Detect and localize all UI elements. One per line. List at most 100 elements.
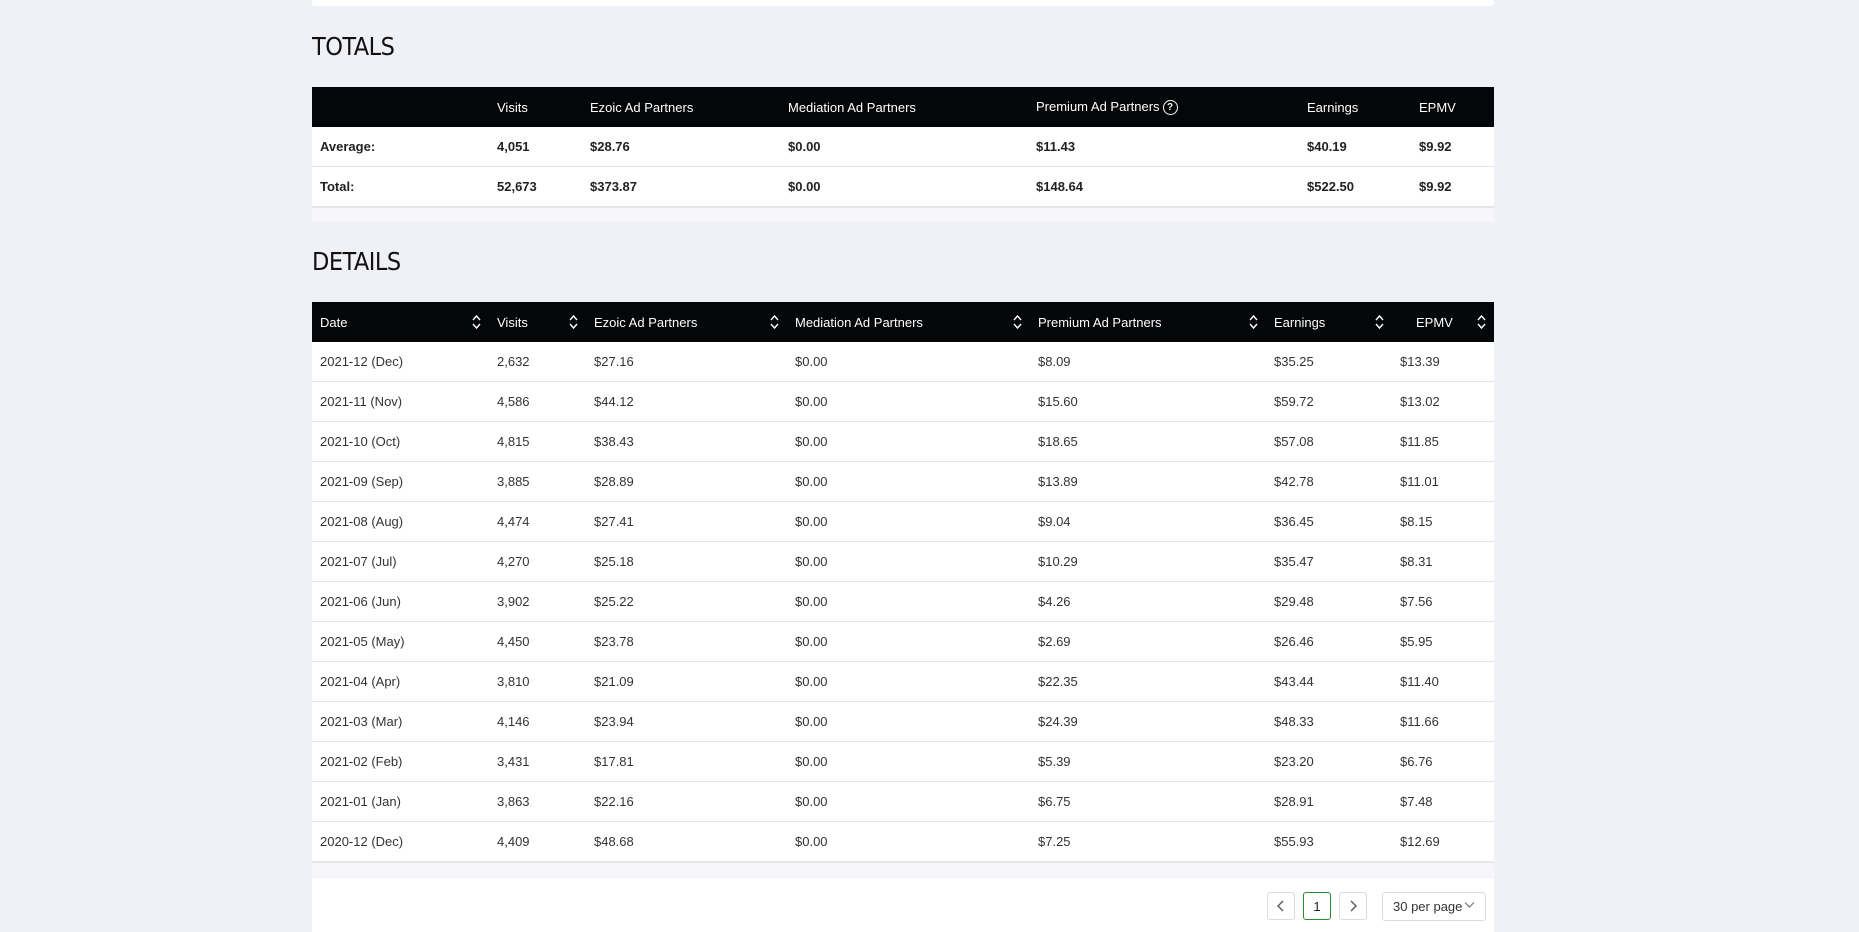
details-col-premium[interactable]: Premium Ad Partners [1030,302,1266,342]
previous-card-edge [312,0,1494,6]
details-cell-date: 2020-12 (Dec) [312,821,489,862]
details-col-date[interactable]: Date [312,302,489,342]
question-circle-icon[interactable]: ? [1162,100,1178,116]
totals-col-visits: Visits [489,87,582,127]
details-cell-premium: $8.09 [1030,342,1266,382]
details-cell-premium: $4.26 [1030,581,1266,622]
details-cell-ezoic: $22.16 [586,781,787,822]
details-col-visits[interactable]: Visits [489,302,586,342]
details-cell-epmv: $7.56 [1392,581,1494,622]
details-cell-premium: $6.75 [1030,781,1266,822]
details-col-label: Date [320,314,348,330]
details-cell-earnings: $43.44 [1266,661,1392,702]
table-row: 2021-03 (Mar) 4,146 $23.94 $0.00 $24.39 $48.3… [312,701,1494,742]
next-page-button[interactable] [1339,892,1367,920]
totals-row: Average: 4,051 $28.76 $0.00 $11.43 $40.19 $9.9… [312,127,1494,167]
details-cell-premium: $22.35 [1030,661,1266,702]
details-cell-ezoic: $44.12 [586,381,787,422]
totals-table: Visits Ezoic Ad Partners Mediation Ad Pa… [312,87,1494,207]
details-col-ezoic[interactable]: Ezoic Ad Partners [586,302,787,342]
details-col-label: Mediation Ad Partners [795,314,923,330]
details-table: Date Visits Ezoic Ad Partners Mediation Ad … [312,302,1494,862]
per-page-select[interactable]: 30 per page [1382,892,1486,921]
details-cell-epmv: $5.95 [1392,621,1494,662]
table-row: 2021-01 (Jan) 3,863 $22.16 $0.00 $6.75 $28.91… [312,781,1494,822]
details-cell-mediation: $0.00 [787,781,1030,822]
details-col-label: Ezoic Ad Partners [594,314,698,330]
details-cell-mediation: $0.00 [787,741,1030,782]
details-cell-ezoic: $48.68 [586,821,787,862]
table-row: 2021-06 (Jun) 3,902 $25.22 $0.00 $4.26 $29.48… [312,581,1494,622]
totals-cell: $40.19 [1299,127,1411,167]
details-cell-ezoic: $23.78 [586,621,787,662]
details-cell-visits: 3,810 [489,661,586,702]
table-row: 2021-04 (Apr) 3,810 $21.09 $0.00 $22.35 $43.4… [312,661,1494,702]
sort-icon[interactable] [569,314,578,330]
details-cell-earnings: $59.72 [1266,381,1392,422]
details-col-epmv[interactable]: EPMV [1392,302,1494,342]
totals-col-premium: Premium Ad Partners? [1028,87,1299,127]
details-cell-date: 2021-01 (Jan) [312,781,489,822]
details-cell-ezoic: $28.89 [586,461,787,502]
details-cell-visits: 4,586 [489,381,586,422]
details-cell-date: 2021-05 (May) [312,621,489,662]
details-cell-visits: 3,863 [489,781,586,822]
page-1-button[interactable]: 1 [1303,892,1331,920]
details-title: DETAILS [312,247,401,276]
details-cell-earnings: $42.78 [1266,461,1392,502]
details-cell-date: 2021-07 (Jul) [312,541,489,582]
details-cell-mediation: $0.00 [787,581,1030,622]
details-cell-earnings: $26.46 [1266,621,1392,662]
details-cell-date: 2021-06 (Jun) [312,581,489,622]
details-cell-ezoic: $27.41 [586,501,787,542]
details-cell-epmv: $8.15 [1392,501,1494,542]
details-cell-visits: 4,815 [489,421,586,462]
details-cell-earnings: $55.93 [1266,821,1392,862]
details-cell-ezoic: $27.16 [586,342,787,382]
details-header-row: Date Visits Ezoic Ad Partners Mediation Ad … [312,302,1494,342]
details-cell-epmv: $11.40 [1392,661,1494,702]
details-cell-ezoic: $21.09 [586,661,787,702]
sort-icon[interactable] [472,314,481,330]
totals-cell: 52,673 [489,166,582,207]
details-cell-epmv: $7.48 [1392,781,1494,822]
details-cell-epmv: $8.31 [1392,541,1494,582]
sort-icon[interactable] [1013,314,1022,330]
sort-icon[interactable] [1477,314,1486,330]
details-cell-ezoic: $38.43 [586,421,787,462]
details-cell-premium: $24.39 [1030,701,1266,742]
table-row: 2021-10 (Oct) 4,815 $38.43 $0.00 $18.65 $57.0… [312,421,1494,462]
details-cell-visits: 4,270 [489,541,586,582]
totals-cell: $9.92 [1411,166,1494,207]
details-cell-premium: $2.69 [1030,621,1266,662]
table-row: 2021-02 (Feb) 3,431 $17.81 $0.00 $5.39 $23.20… [312,741,1494,782]
details-card-footer [312,862,1494,877]
details-cell-date: 2021-04 (Apr) [312,661,489,702]
sort-icon[interactable] [1375,314,1384,330]
totals-cell: $148.64 [1028,166,1299,207]
table-row: 2021-07 (Jul) 4,270 $25.18 $0.00 $10.29 $35.4… [312,541,1494,582]
details-cell-epmv: $13.02 [1392,381,1494,422]
details-cell-premium: $18.65 [1030,421,1266,462]
details-cell-visits: 3,902 [489,581,586,622]
details-col-label: EPMV [1416,314,1453,330]
details-cell-premium: $9.04 [1030,501,1266,542]
totals-row: Total: 52,673 $373.87 $0.00 $148.64 $522.50 $9… [312,166,1494,207]
totals-cell: $373.87 [582,166,780,207]
details-cell-visits: 4,146 [489,701,586,742]
details-col-mediation[interactable]: Mediation Ad Partners [787,302,1030,342]
details-col-earnings[interactable]: Earnings [1266,302,1392,342]
details-cell-premium: $15.60 [1030,381,1266,422]
sort-icon[interactable] [1249,314,1258,330]
per-page-value: 30 per page [1393,899,1463,914]
totals-cell: $522.50 [1299,166,1411,207]
table-row: 2021-11 (Nov) 4,586 $44.12 $0.00 $15.60 $59.7… [312,381,1494,422]
table-row: 2021-09 (Sep) 3,885 $28.89 $0.00 $13.89 $42.7… [312,461,1494,502]
sort-icon[interactable] [770,314,779,330]
prev-page-button[interactable] [1267,892,1295,920]
details-cell-earnings: $57.08 [1266,421,1392,462]
details-cell-ezoic: $25.22 [586,581,787,622]
details-cell-mediation: $0.00 [787,381,1030,422]
totals-col-label [312,87,489,127]
details-cell-mediation: $0.00 [787,821,1030,862]
